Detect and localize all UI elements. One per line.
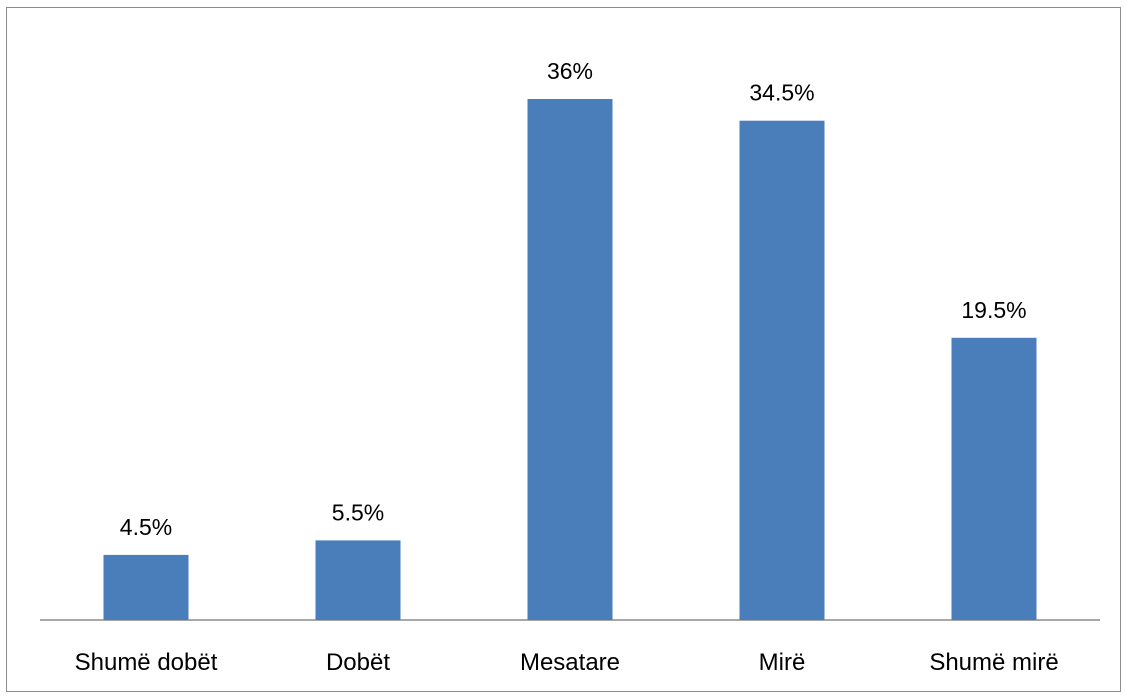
x-tick-label-0: Shumë dobët xyxy=(75,649,218,676)
bar-2 xyxy=(527,99,613,620)
data-labels-group: 4.5% 5.5% 36% 34.5% 19.5% xyxy=(120,58,1027,540)
bar-1 xyxy=(315,540,401,620)
data-label-0: 4.5% xyxy=(120,514,172,540)
bar-3 xyxy=(739,120,825,620)
data-label-2: 36% xyxy=(547,58,593,84)
x-tick-labels-group: Shumë dobët Dobët Mesatare Mirë Shumë mirë xyxy=(75,649,1059,676)
data-label-3: 34.5% xyxy=(749,80,814,106)
bar-4 xyxy=(951,337,1037,620)
bars-group xyxy=(103,99,1037,620)
data-label-1: 5.5% xyxy=(332,499,384,525)
x-tick-label-1: Dobët xyxy=(326,649,390,676)
data-label-4: 19.5% xyxy=(961,297,1026,323)
bar-0 xyxy=(103,554,189,620)
x-tick-label-3: Mirë xyxy=(759,649,806,676)
x-tick-label-2: Mesatare xyxy=(520,649,620,676)
x-tick-label-4: Shumë mirë xyxy=(929,649,1058,676)
